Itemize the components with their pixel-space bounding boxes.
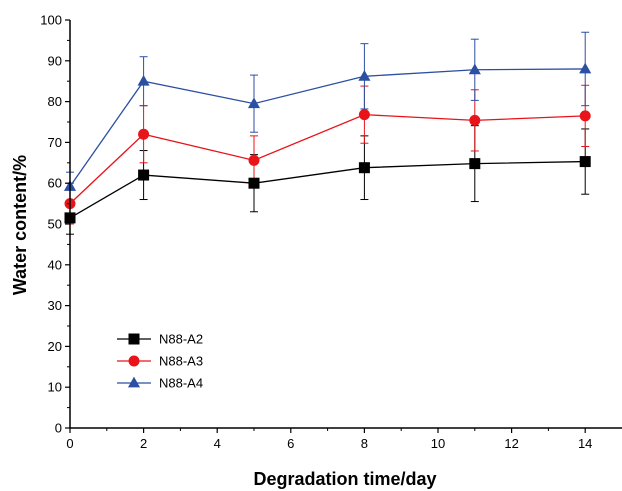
legend-marker xyxy=(128,333,140,345)
series-line-n88-a2 xyxy=(69,160,586,219)
legend-label: N88-A3 xyxy=(159,354,203,369)
series-lines xyxy=(69,68,586,219)
y-tick-label: 60 xyxy=(48,176,62,191)
data-point-n88-a4 xyxy=(358,69,371,81)
data-point-n88-a4 xyxy=(468,63,481,75)
x-tick-label: 8 xyxy=(361,436,368,451)
data-point-n88-a4 xyxy=(247,97,261,109)
legend-marker xyxy=(128,355,140,367)
y-tick-label: 70 xyxy=(48,135,62,150)
x-tick-label: 12 xyxy=(504,436,518,451)
x-tick-label: 2 xyxy=(140,436,147,451)
data-point-n88-a3 xyxy=(138,128,150,140)
data-point-n88-a4 xyxy=(137,74,150,86)
legend-marker xyxy=(127,376,141,388)
legend-item-n88-a2: N88-A2 xyxy=(117,332,203,347)
y-tick-label: 40 xyxy=(48,257,62,272)
y-tick-label: 30 xyxy=(48,298,62,313)
x-axis-ticks: 0 2 4 6 8 10 12 14 xyxy=(66,428,592,451)
data-point-n88-a2 xyxy=(248,177,260,189)
data-point-n88-a2 xyxy=(138,169,150,181)
legend-item-n88-a3: N88-A3 xyxy=(117,354,203,369)
x-tick-label: 10 xyxy=(431,436,445,451)
data-point-n88-a3 xyxy=(579,110,591,122)
x-axis-title: Degradation time/day xyxy=(253,469,436,489)
series-line-n88-a3 xyxy=(69,113,586,205)
legend-item-n88-a4: N88-A4 xyxy=(117,376,203,391)
legend-label: N88-A2 xyxy=(159,332,203,347)
legend: N88-A2 N88-A3 N88-A4 xyxy=(117,332,203,391)
y-tick-label: 80 xyxy=(48,94,62,109)
data-point-n88-a2 xyxy=(358,162,370,174)
y-tick-label: 90 xyxy=(48,53,62,68)
y-tick-label: 0 xyxy=(55,421,62,436)
legend-label: N88-A4 xyxy=(159,376,203,391)
data-point-n88-a3 xyxy=(358,109,370,121)
data-point-n88-a2 xyxy=(579,156,591,168)
series-markers xyxy=(63,62,592,224)
x-tick-label: 14 xyxy=(578,436,592,451)
y-axis-ticks: 0 10 20 30 40 50 60 70 80 90 100 xyxy=(40,13,70,436)
series-line-n88-a4 xyxy=(69,68,586,187)
data-point-n88-a3 xyxy=(469,114,481,126)
y-axis-title: Water content/% xyxy=(10,155,30,295)
y-tick-label: 50 xyxy=(48,217,62,232)
data-point-n88-a3 xyxy=(248,154,260,166)
data-point-n88-a2 xyxy=(469,158,481,170)
y-tick-label: 20 xyxy=(48,339,62,354)
data-point-n88-a4 xyxy=(579,62,592,74)
y-tick-label: 10 xyxy=(48,380,62,395)
x-tick-label: 0 xyxy=(66,436,73,451)
x-tick-label: 4 xyxy=(214,436,221,451)
y-tick-label: 100 xyxy=(40,13,62,28)
x-tick-label: 6 xyxy=(287,436,294,451)
